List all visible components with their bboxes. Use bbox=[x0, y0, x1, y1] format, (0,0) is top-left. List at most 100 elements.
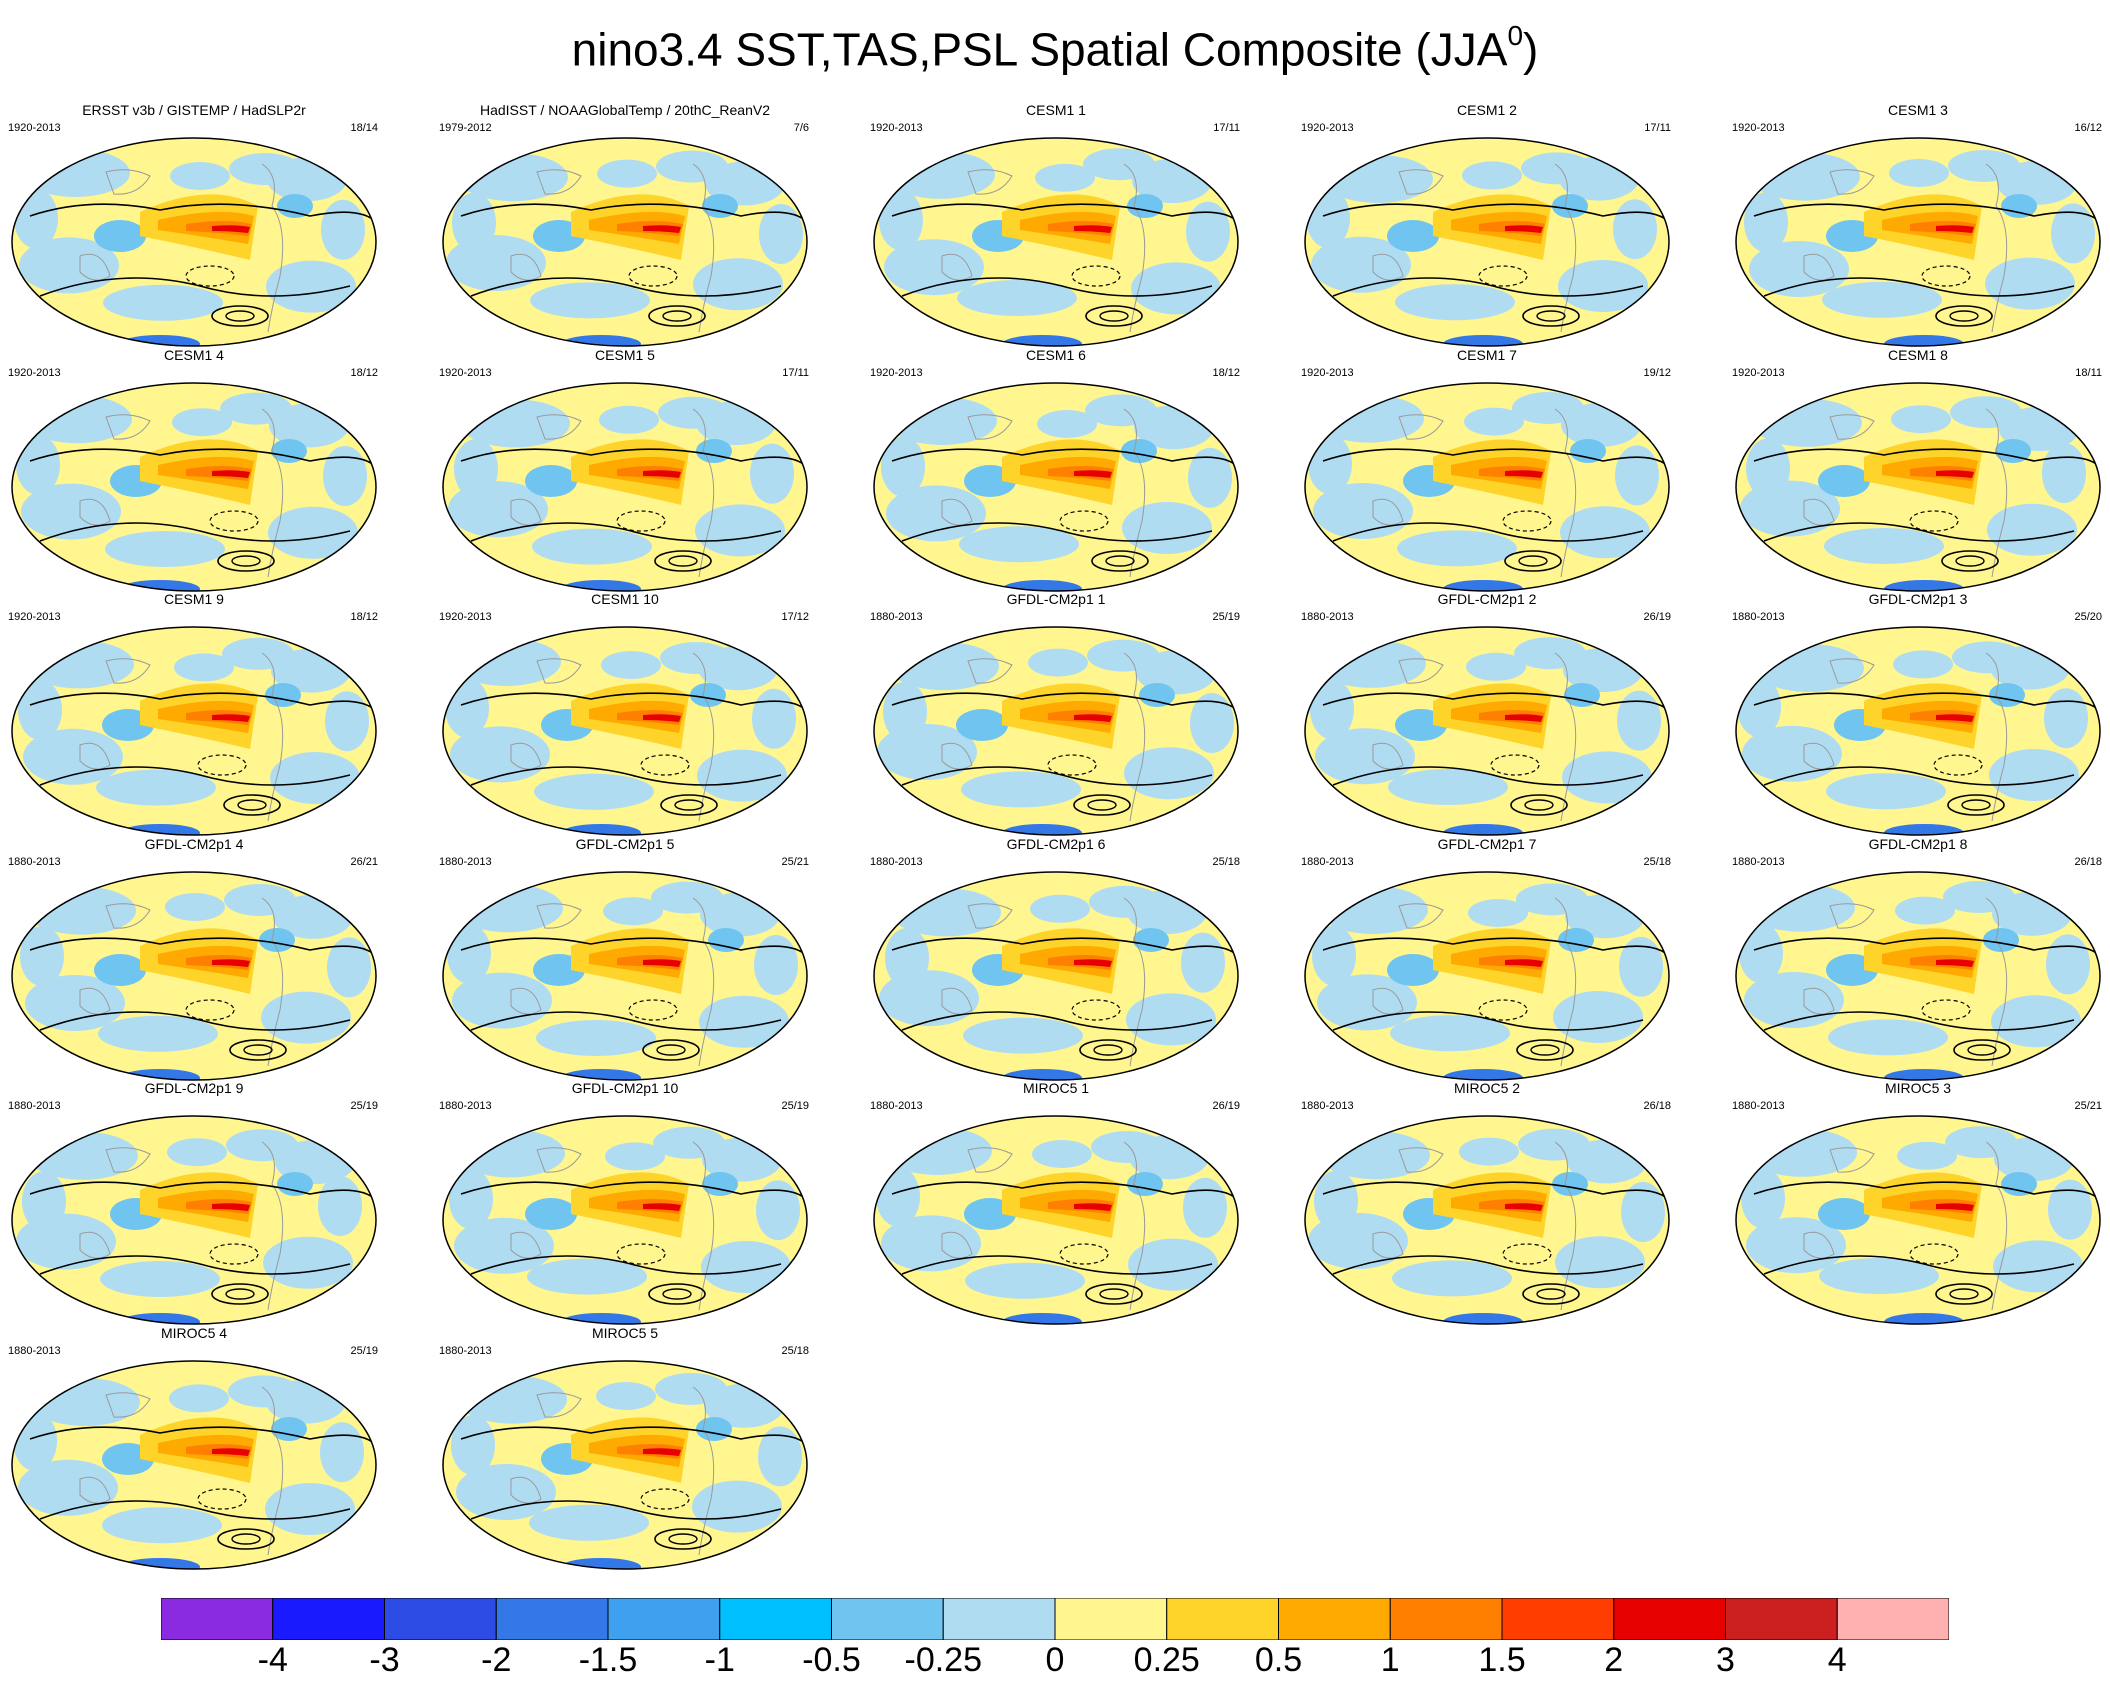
map-panel: GFDL-CM2p1 2 1880-2013 26/19 bbox=[1299, 591, 1675, 836]
panel-event-count: 25/18 bbox=[781, 1345, 809, 1357]
panel-title: GFDL-CM2p1 8 bbox=[1868, 836, 1968, 852]
colorbar-tick-label: 4 bbox=[1827, 1641, 1847, 1679]
panel-title: CESM1 9 bbox=[164, 591, 224, 607]
panel-years: 1880-2013 bbox=[439, 1345, 492, 1357]
panel-title: MIROC5 4 bbox=[160, 1325, 228, 1341]
composite-map bbox=[442, 382, 808, 592]
colorbar-tick-label: -3 bbox=[369, 1641, 400, 1679]
composite-map bbox=[11, 137, 377, 347]
panel-title: CESM1 4 bbox=[164, 347, 224, 363]
map-panel: CESM1 9 1920-2013 18/12 bbox=[6, 591, 382, 836]
panel-title: HadISST / NOAAGlobalTemp / 20thC_ReanV2 bbox=[479, 102, 770, 118]
map-panel: CESM1 2 1920-2013 17/11 bbox=[1299, 102, 1675, 347]
panel-event-count: 25/19 bbox=[350, 1100, 378, 1112]
colorbar-tick-label: 0.5 bbox=[1254, 1641, 1303, 1679]
map-panel: CESM1 8 1920-2013 18/11 bbox=[1730, 347, 2106, 592]
panel-event-count: 25/21 bbox=[2074, 1100, 2102, 1112]
map-panel: GFDL-CM2p1 5 1880-2013 25/21 bbox=[437, 836, 813, 1081]
composite-map bbox=[1735, 1115, 2101, 1325]
composite-map bbox=[442, 871, 808, 1081]
colorbar-swatch bbox=[1613, 1598, 1726, 1640]
composite-map bbox=[442, 1360, 808, 1570]
panel-event-count: 25/20 bbox=[2074, 611, 2102, 623]
panel-title: GFDL-CM2p1 9 bbox=[144, 1080, 244, 1096]
composite-map bbox=[1735, 626, 2101, 836]
map-panel: MIROC5 2 1880-2013 26/18 bbox=[1299, 1080, 1675, 1325]
composite-map bbox=[1304, 626, 1670, 836]
map-panel: CESM1 7 1920-2013 19/12 bbox=[1299, 347, 1675, 592]
figure-title-superscript: 0 bbox=[1507, 20, 1524, 51]
panel-event-count: 16/12 bbox=[2074, 122, 2102, 134]
map-panel: MIROC5 4 1880-2013 25/19 bbox=[6, 1325, 382, 1570]
colorbar-tick-label: 0.25 bbox=[1133, 1641, 1200, 1679]
panel-event-count: 26/19 bbox=[1643, 611, 1671, 623]
panel-event-count: 18/12 bbox=[350, 611, 378, 623]
colorbar-tick-label: -1.5 bbox=[578, 1641, 638, 1679]
composite-map bbox=[1735, 137, 2101, 347]
panel-title: MIROC5 2 bbox=[1453, 1080, 1521, 1096]
panel-title: MIROC5 1 bbox=[1022, 1080, 1090, 1096]
panel-years: 1880-2013 bbox=[439, 856, 492, 868]
map-panel: HadISST / NOAAGlobalTemp / 20thC_ReanV2 1… bbox=[437, 102, 813, 347]
colorbar-swatch bbox=[384, 1598, 497, 1640]
composite-map bbox=[1304, 382, 1670, 592]
colorbar-tick-label: -0.25 bbox=[904, 1641, 983, 1679]
panel-event-count: 26/18 bbox=[1643, 1100, 1671, 1112]
colorbar-swatch bbox=[1389, 1598, 1503, 1640]
panel-event-count: 19/12 bbox=[1643, 367, 1671, 379]
composite-map bbox=[11, 382, 377, 592]
panel-years: 1880-2013 bbox=[1732, 856, 1785, 868]
panel-title: GFDL-CM2p1 3 bbox=[1868, 591, 1968, 607]
map-panel: CESM1 3 1920-2013 16/12 bbox=[1730, 102, 2106, 347]
panel-years: 1920-2013 bbox=[1732, 367, 1785, 379]
composite-map bbox=[1735, 382, 2101, 592]
map-panel: GFDL-CM2p1 4 1880-2013 26/21 bbox=[6, 836, 382, 1081]
panel-event-count: 26/21 bbox=[350, 856, 378, 868]
colorbar-swatch bbox=[719, 1598, 832, 1640]
panel-title: ERSST v3b / GISTEMP / HadSLP2r bbox=[82, 102, 306, 118]
composite-map bbox=[11, 626, 377, 836]
panel-title: CESM1 8 bbox=[1888, 347, 1948, 363]
panel-event-count: 25/18 bbox=[1212, 856, 1240, 868]
panel-years: 1920-2013 bbox=[439, 611, 492, 623]
panel-years: 1880-2013 bbox=[1301, 1100, 1354, 1112]
panel-title: GFDL-CM2p1 6 bbox=[1006, 836, 1106, 852]
colorbar-swatch bbox=[1166, 1598, 1279, 1640]
colorbar-tick-label: 1.5 bbox=[1478, 1641, 1526, 1679]
map-panel: CESM1 5 1920-2013 17/11 bbox=[437, 347, 813, 592]
panel-title: GFDL-CM2p1 2 bbox=[1437, 591, 1537, 607]
colorbar-swatch bbox=[1278, 1598, 1391, 1640]
panel-years: 1880-2013 bbox=[8, 1100, 61, 1112]
panel-title: GFDL-CM2p1 10 bbox=[571, 1080, 679, 1096]
map-panel: GFDL-CM2p1 7 1880-2013 25/18 bbox=[1299, 836, 1675, 1081]
colorbar-tick-label: -1 bbox=[704, 1641, 735, 1679]
panel-years: 1920-2013 bbox=[870, 122, 923, 134]
colorbar-tick-label: -0.5 bbox=[802, 1641, 861, 1679]
colorbar-tick-label: 0 bbox=[1045, 1641, 1065, 1679]
composite-map bbox=[442, 1115, 808, 1325]
panel-event-count: 25/19 bbox=[781, 1100, 809, 1112]
colorbar-swatch bbox=[161, 1598, 274, 1640]
map-panel: CESM1 4 1920-2013 18/12 bbox=[6, 347, 382, 592]
panel-years: 1880-2013 bbox=[1732, 611, 1785, 623]
panel-years: 1880-2013 bbox=[1301, 856, 1354, 868]
panel-years: 1920-2013 bbox=[8, 122, 61, 134]
composite-map bbox=[873, 626, 1239, 836]
figure-title: nino3.4 SST,TAS,PSL Spatial Composite (J… bbox=[0, 12, 2110, 77]
composite-map bbox=[1735, 871, 2101, 1081]
panel-years: 1920-2013 bbox=[8, 367, 61, 379]
panel-event-count: 18/12 bbox=[1212, 367, 1240, 379]
panel-title: CESM1 2 bbox=[1457, 102, 1517, 118]
panel-event-count: 25/18 bbox=[1643, 856, 1671, 868]
map-panel: CESM1 6 1920-2013 18/12 bbox=[868, 347, 1244, 592]
panel-event-count: 25/19 bbox=[350, 1345, 378, 1357]
panel-years: 1880-2013 bbox=[870, 856, 923, 868]
figure-title-close: ) bbox=[1523, 23, 1539, 76]
map-panel: CESM1 1 1920-2013 17/11 bbox=[868, 102, 1244, 347]
composite-map bbox=[442, 137, 808, 347]
map-panel: MIROC5 3 1880-2013 25/21 bbox=[1730, 1080, 2106, 1325]
panel-event-count: 18/12 bbox=[350, 367, 378, 379]
panel-years: 1920-2013 bbox=[1301, 122, 1354, 134]
panel-years: 1880-2013 bbox=[1301, 611, 1354, 623]
composite-map bbox=[11, 1115, 377, 1325]
